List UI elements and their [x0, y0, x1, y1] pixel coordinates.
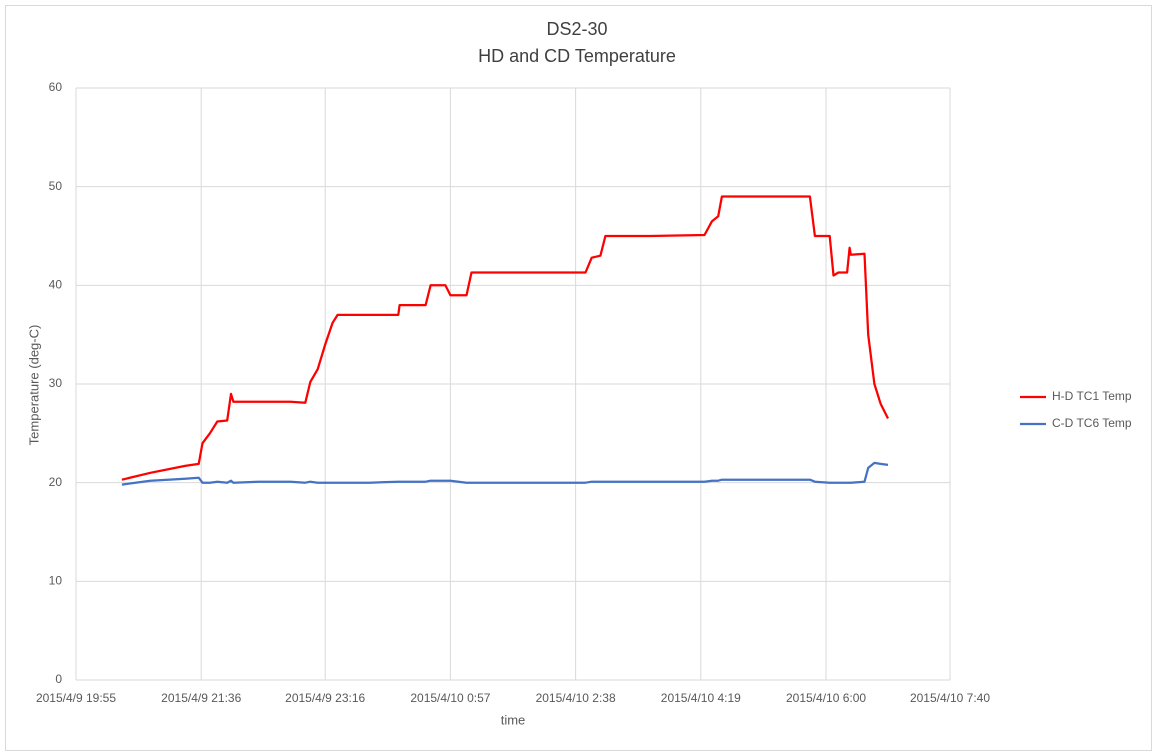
- x-tick-label: 2015/4/9 19:55: [36, 691, 116, 705]
- y-tick-label: 50: [49, 179, 63, 193]
- chart-title: DS2-30: [546, 19, 607, 39]
- x-tick-label: 2015/4/10 2:38: [536, 691, 616, 705]
- y-tick-label: 20: [49, 475, 63, 489]
- x-tick-label: 2015/4/9 23:16: [285, 691, 365, 705]
- x-tick-label: 2015/4/10 6:00: [786, 691, 866, 705]
- y-tick-label: 30: [49, 376, 63, 390]
- x-tick-label: 2015/4/9 21:36: [161, 691, 241, 705]
- y-tick-label: 40: [49, 278, 63, 292]
- line-series: [121, 461, 889, 486]
- x-tick-label: 2015/4/10 7:40: [910, 691, 990, 705]
- x-tick-label: 2015/4/10 4:19: [661, 691, 741, 705]
- x-axis-label: time: [501, 712, 526, 727]
- legend-label: C-D TC6 Temp: [1052, 416, 1132, 430]
- chart-subtitle: HD and CD Temperature: [478, 46, 676, 66]
- x-tick-label: 2015/4/10 0:57: [410, 691, 490, 705]
- y-axis-label: Temperature (deg-C): [26, 325, 41, 446]
- line-series: [121, 195, 890, 481]
- chart-frame: [5, 5, 1152, 751]
- y-tick-label: 60: [49, 80, 63, 94]
- y-tick-label: 0: [55, 672, 62, 686]
- y-tick-label: 10: [49, 574, 63, 588]
- legend-label: H-D TC1 Temp: [1052, 389, 1132, 403]
